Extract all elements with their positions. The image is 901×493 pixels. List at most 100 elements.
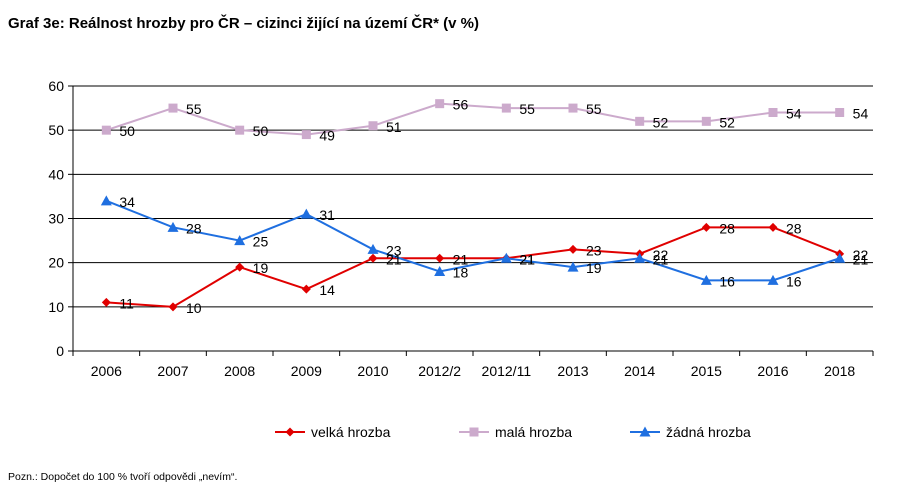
data-label: 31 [319, 207, 335, 223]
data-label: 21 [853, 251, 869, 267]
y-tick-label: 10 [48, 299, 64, 315]
data-label: 16 [719, 273, 735, 289]
data-label: 50 [119, 123, 135, 139]
data-point [768, 108, 778, 117]
data-label: 34 [119, 194, 135, 210]
data-point [634, 252, 646, 263]
series-line [105, 199, 840, 282]
line-chart: 0 10 20 30 40 50 60 2006 2007 2008 2009 2010 2012/2 2… [48, 78, 874, 440]
series-line [106, 226, 841, 308]
footnote: Pozn.: Dopočet do 100 % tvoří odpovědi „… [8, 471, 238, 483]
data-point [235, 262, 245, 272]
data-label: 54 [853, 106, 869, 122]
x-tick-label: 2012/11 [482, 363, 532, 379]
data-label: 19 [253, 260, 269, 276]
data-label: 56 [453, 97, 469, 113]
data-point [100, 195, 112, 206]
data-point [701, 222, 711, 232]
data-label: 19 [586, 260, 602, 276]
data-point [435, 99, 445, 109]
data-point [701, 116, 711, 126]
data-label: 52 [653, 114, 669, 130]
legend-marker [469, 427, 479, 437]
x-tick-label: 2006 [91, 363, 122, 379]
data-label: 54 [786, 106, 802, 122]
y-tick-label: 50 [48, 122, 64, 138]
y-tick-label: 60 [48, 78, 64, 94]
y-tick-label: 40 [48, 166, 64, 182]
chart-title: Graf 3e: Reálnost hrozby pro ČR – cizinc… [8, 15, 479, 32]
data-label: 16 [786, 273, 802, 289]
data-point [367, 243, 379, 254]
data-point [368, 121, 378, 131]
x-tick-label: 2010 [357, 363, 388, 379]
data-label: 51 [386, 119, 402, 135]
data-label: 55 [586, 101, 602, 117]
legend-marker [285, 427, 295, 437]
data-point [834, 252, 846, 263]
y-tick-label: 0 [56, 343, 64, 359]
data-point [635, 116, 645, 126]
data-label: 55 [186, 101, 202, 117]
data-point [101, 125, 111, 135]
data-label: 52 [719, 114, 735, 130]
data-point [235, 125, 245, 135]
data-point [435, 253, 445, 263]
data-label: 50 [253, 123, 269, 139]
data-label: 18 [453, 265, 469, 281]
data-point [168, 103, 178, 113]
data-label: 11 [119, 295, 134, 311]
x-tick-label: 2008 [224, 363, 255, 379]
data-label: 21 [386, 251, 402, 267]
data-label: 23 [386, 242, 402, 258]
data-point [501, 103, 511, 113]
data-label: 49 [319, 128, 335, 144]
data-point [835, 108, 845, 117]
x-tick-label: 2009 [291, 363, 322, 379]
data-point [568, 103, 578, 113]
x-tick-label: 2015 [691, 363, 722, 379]
data-label: 21 [519, 251, 535, 267]
data-point [767, 274, 779, 285]
x-tick-label: 2007 [157, 363, 188, 379]
data-point [368, 253, 378, 263]
data-label: 28 [186, 220, 202, 236]
data-label: 23 [586, 242, 602, 258]
legend-marker [639, 426, 651, 437]
data-point [700, 274, 712, 285]
series-line [106, 102, 840, 136]
data-label: 21 [519, 251, 535, 267]
data-label: 28 [719, 220, 735, 236]
data-point [300, 208, 312, 219]
data-point [500, 252, 512, 263]
data-label: 10 [186, 300, 202, 316]
data-point [301, 130, 311, 140]
data-point [101, 297, 111, 307]
x-tick-label: 2018 [824, 363, 855, 379]
data-point [568, 244, 578, 254]
x-tick-label: 2016 [757, 363, 788, 379]
data-label: 21 [453, 251, 469, 267]
data-point [301, 284, 311, 294]
data-point [168, 302, 178, 312]
legend-label: malá hrozba [495, 424, 572, 440]
data-label: 28 [786, 220, 802, 236]
data-point [567, 261, 579, 272]
legend-label: velká hrozba [311, 424, 391, 440]
legend-label: žádná hrozba [666, 424, 751, 440]
data-point [234, 235, 246, 246]
y-tick-label: 30 [48, 211, 64, 227]
data-label: 22 [853, 247, 869, 263]
data-label: 21 [653, 251, 669, 267]
x-tick-label: 2012/2 [418, 363, 461, 379]
x-tick-label: 2014 [624, 363, 655, 379]
data-label: 14 [319, 282, 335, 298]
data-point [167, 221, 179, 232]
data-label: 55 [519, 101, 535, 117]
x-tick-label: 2013 [557, 363, 588, 379]
data-label: 25 [253, 234, 269, 250]
y-tick-label: 20 [48, 255, 64, 271]
data-point [434, 266, 446, 276]
data-label: 22 [653, 247, 669, 263]
data-point [768, 222, 778, 232]
